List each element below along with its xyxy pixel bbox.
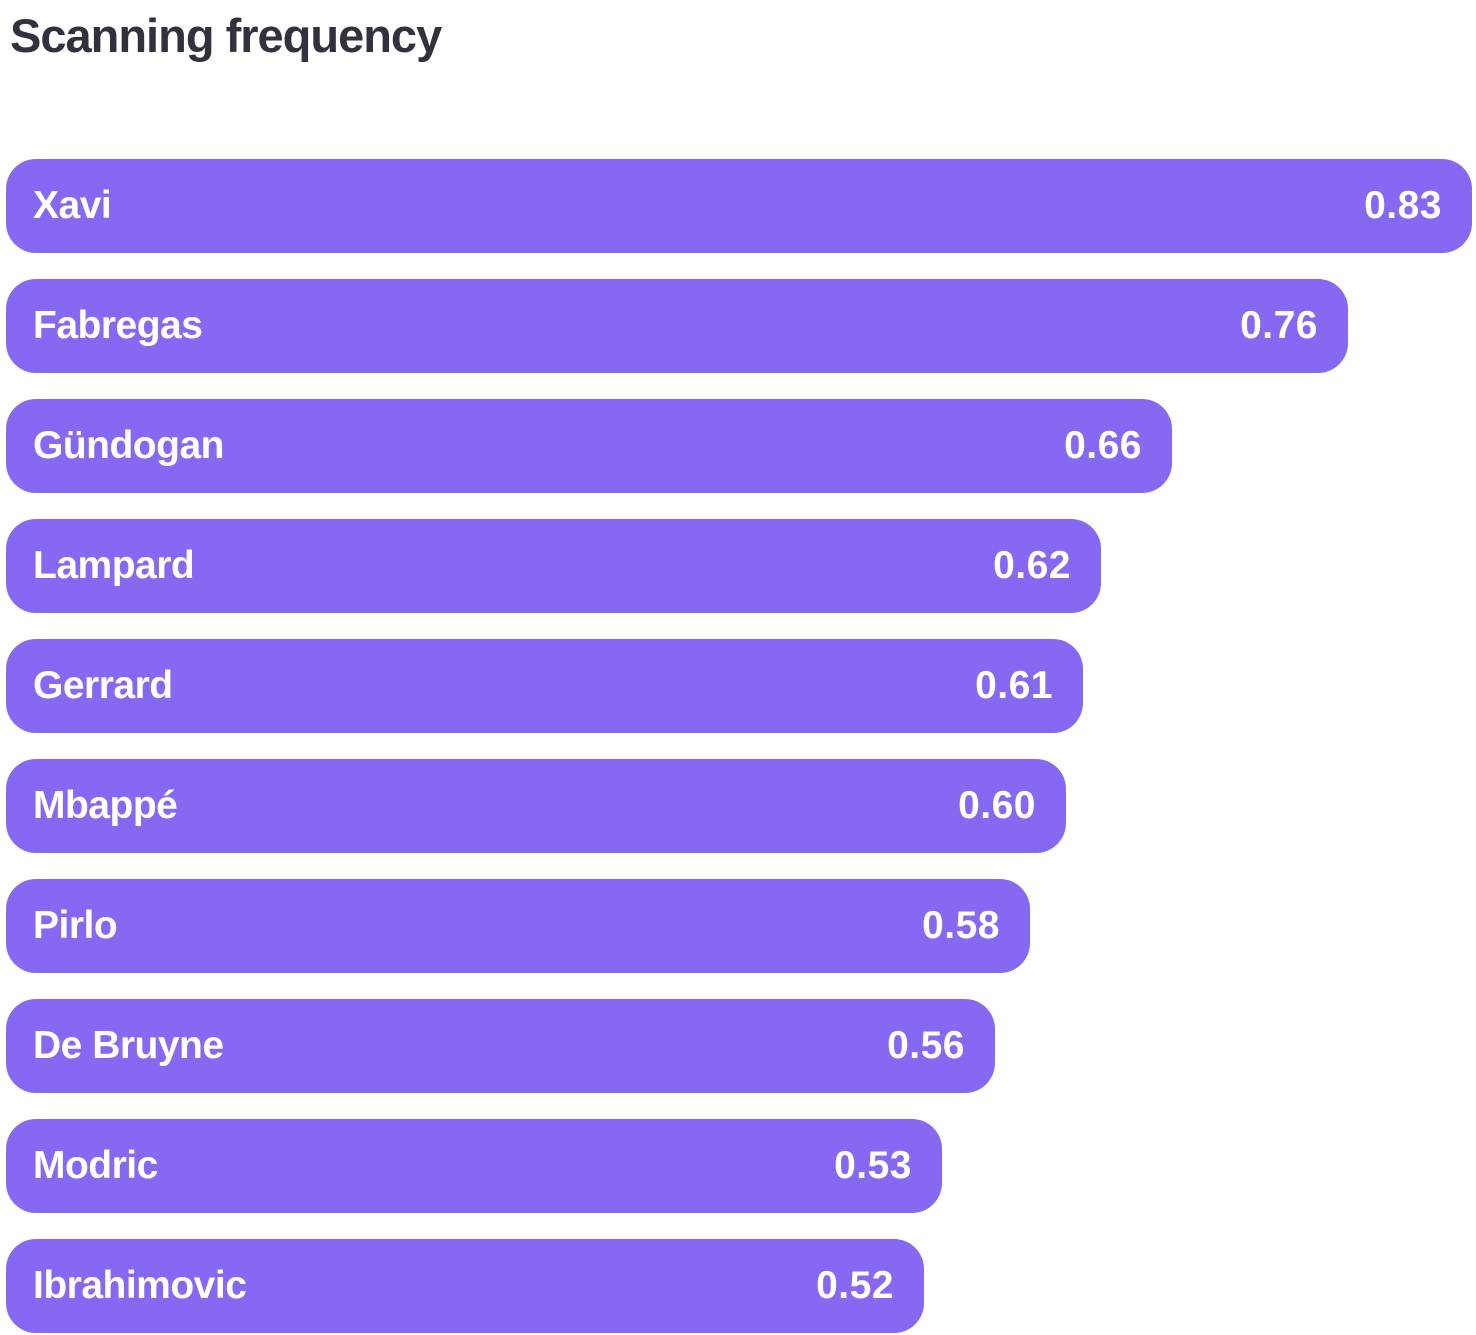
bar-value-label: 0.52 [816, 1264, 894, 1308]
bar-category-label: Pirlo [33, 904, 118, 948]
bar-value-label: 0.60 [958, 784, 1036, 828]
bar-row: Xavi 0.83 [6, 159, 1476, 254]
bar-value-label: 0.66 [1064, 424, 1142, 468]
bar: Fabregas 0.76 [6, 279, 1348, 374]
bar-value-label: 0.62 [993, 544, 1071, 588]
chart-title: Scanning frequency [10, 9, 442, 62]
bar: Lampard 0.62 [6, 519, 1101, 614]
bar: Gündogan 0.66 [6, 399, 1172, 494]
bar-category-label: Gündogan [33, 424, 224, 468]
bar-row: De Bruyne 0.56 [6, 999, 1476, 1094]
bar: Mbappé 0.60 [6, 759, 1066, 854]
bar-value-label: 0.53 [834, 1144, 912, 1188]
bar-value-label: 0.56 [887, 1024, 965, 1068]
bar: Gerrard 0.61 [6, 639, 1083, 734]
bar-category-label: Lampard [33, 544, 195, 588]
bar-row: Fabregas 0.76 [6, 279, 1476, 374]
bar-row: Ibrahimovic 0.52 [6, 1239, 1476, 1334]
bar-category-label: Ibrahimovic [33, 1264, 247, 1308]
bar-value-label: 0.83 [1364, 184, 1442, 228]
bar: Pirlo 0.58 [6, 879, 1030, 974]
bar: De Bruyne 0.56 [6, 999, 995, 1094]
bar-value-label: 0.58 [922, 904, 1000, 948]
bar-category-label: De Bruyne [33, 1024, 224, 1068]
bar-row: Modric 0.53 [6, 1119, 1476, 1214]
bar-row: Lampard 0.62 [6, 519, 1476, 614]
bar-category-label: Gerrard [33, 664, 173, 708]
bar-row: Gündogan 0.66 [6, 399, 1476, 494]
bar-category-label: Modric [33, 1144, 158, 1188]
bar-category-label: Fabregas [33, 304, 203, 348]
bar: Xavi 0.83 [6, 159, 1472, 254]
bar-list: Xavi 0.83 Fabregas 0.76 Gündogan 0.66 Lampard 0… [0, 159, 1476, 1334]
bar-row: Pirlo 0.58 [6, 879, 1476, 974]
bar-value-label: 0.61 [975, 664, 1053, 708]
bar-row: Gerrard 0.61 [6, 639, 1476, 734]
bar-row: Mbappé 0.60 [6, 759, 1476, 854]
bar-category-label: Mbappé [33, 784, 178, 828]
bar-category-label: Xavi [33, 184, 112, 228]
bar-value-label: 0.76 [1240, 304, 1318, 348]
bar: Ibrahimovic 0.52 [6, 1239, 924, 1334]
bar: Modric 0.53 [6, 1119, 942, 1214]
